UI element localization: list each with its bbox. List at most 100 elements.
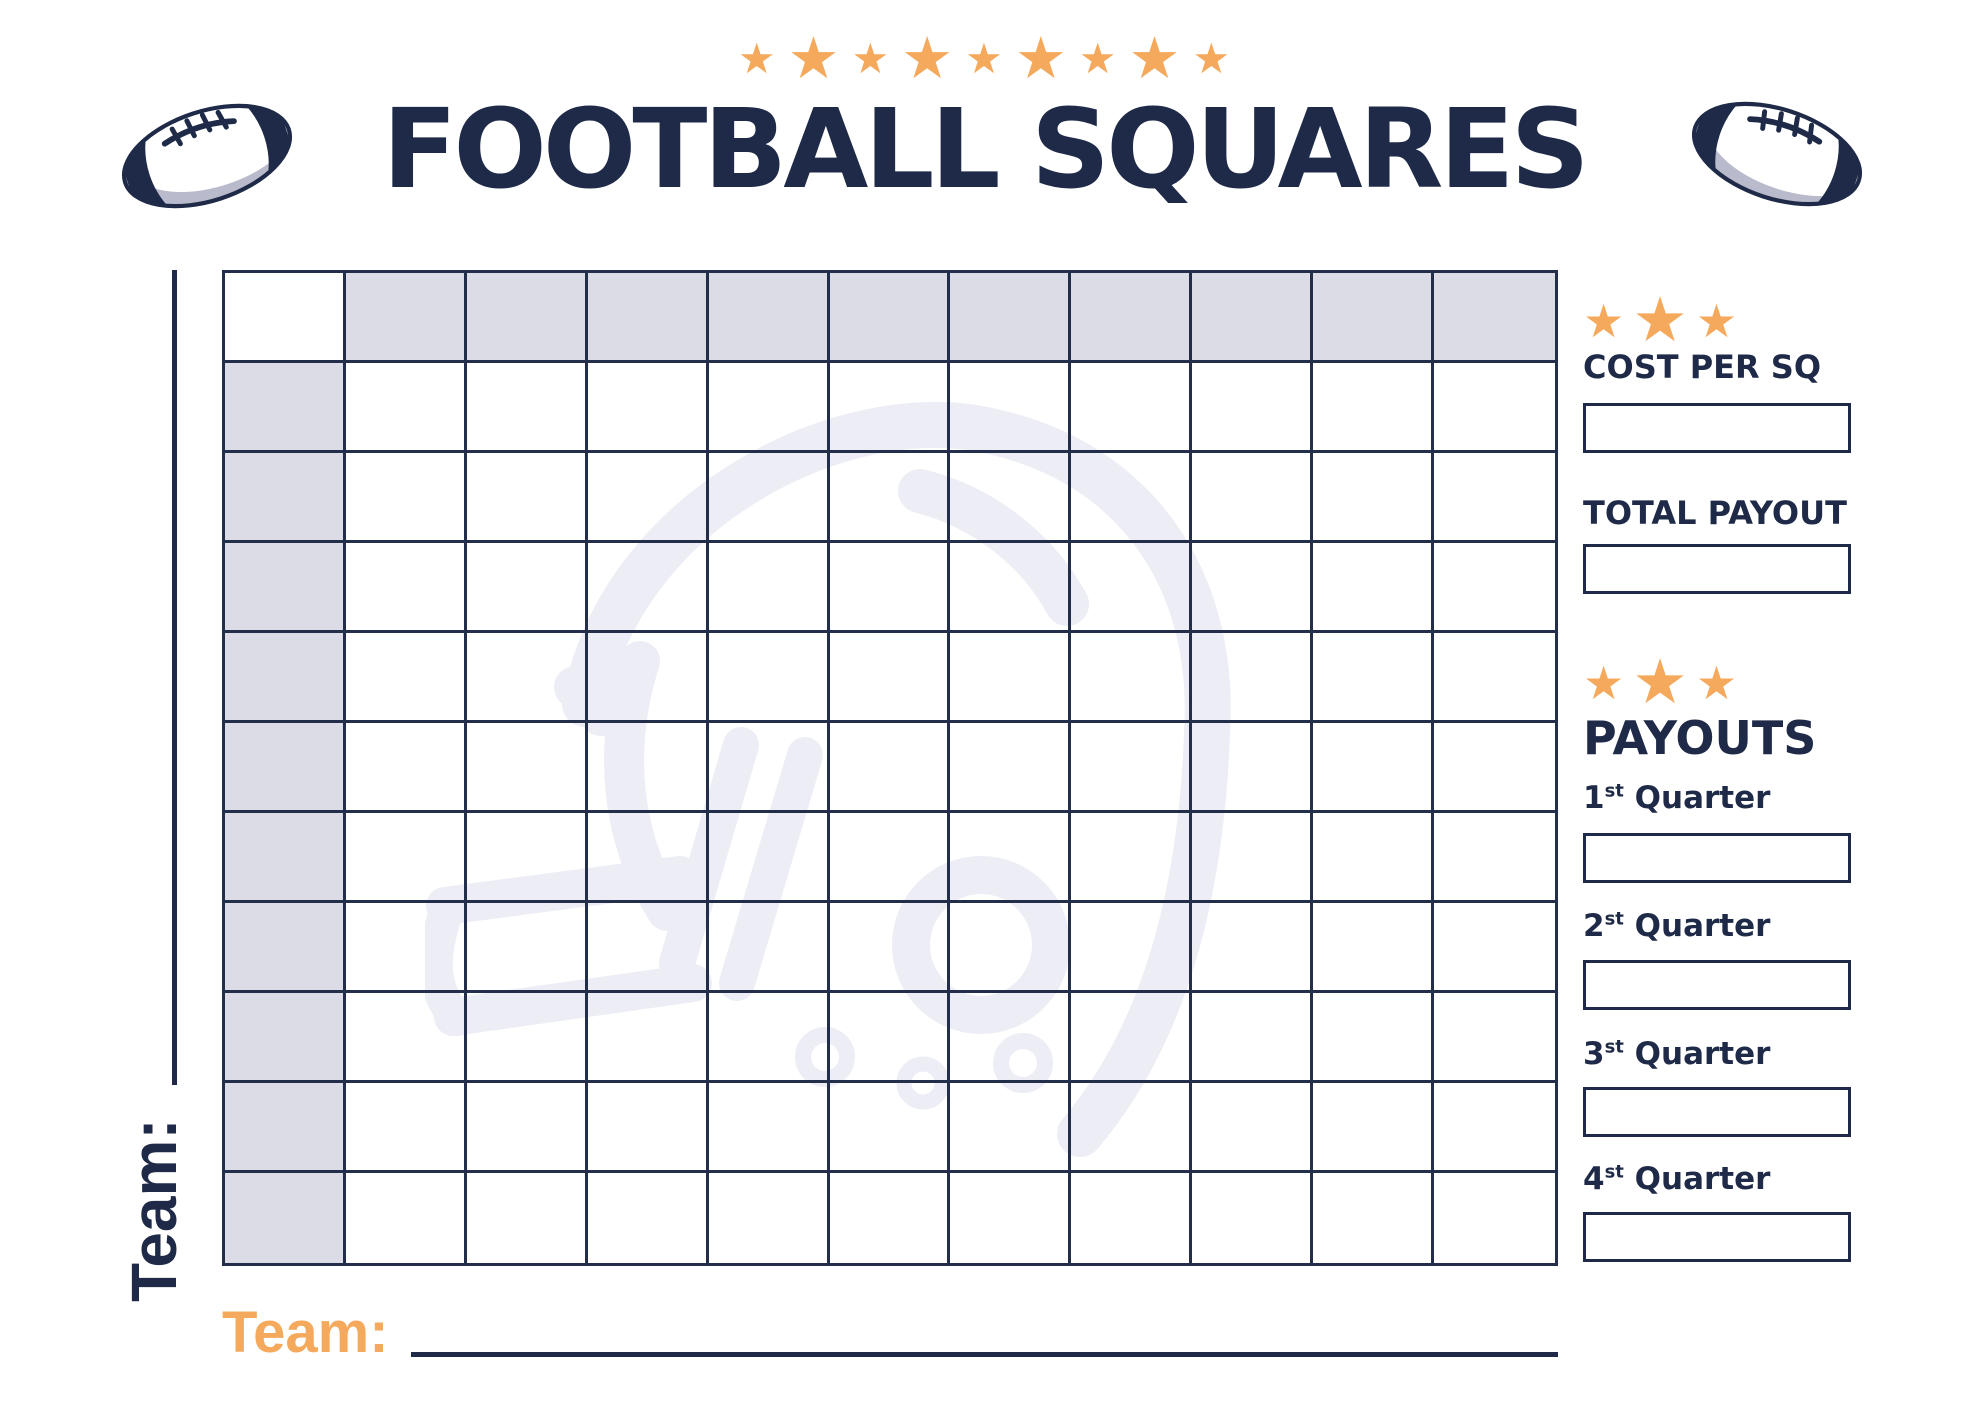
square-cell[interactable] [708, 903, 830, 993]
square-cell[interactable] [950, 453, 1072, 543]
square-cell[interactable] [466, 993, 588, 1083]
score-header-cell-col[interactable] [829, 273, 951, 363]
square-cell[interactable] [1434, 903, 1555, 993]
square-cell[interactable] [345, 1083, 467, 1173]
quarter-2-field[interactable] [1583, 960, 1851, 1010]
square-cell[interactable] [466, 903, 588, 993]
score-header-cell-col[interactable] [466, 273, 588, 363]
square-cell[interactable] [829, 723, 951, 813]
score-header-cell-row[interactable] [225, 633, 346, 723]
square-cell[interactable] [1071, 993, 1193, 1083]
quarter-1-field[interactable] [1583, 833, 1851, 883]
square-cell[interactable] [829, 993, 951, 1083]
square-cell[interactable] [1313, 1173, 1435, 1263]
square-cell[interactable] [950, 813, 1072, 903]
square-cell[interactable] [829, 543, 951, 633]
square-cell[interactable] [1313, 363, 1435, 453]
square-cell[interactable] [950, 543, 1072, 633]
square-cell[interactable] [1434, 453, 1555, 543]
square-cell[interactable] [345, 633, 467, 723]
square-cell[interactable] [1313, 543, 1435, 633]
quarter-4-field[interactable] [1583, 1212, 1851, 1262]
square-cell[interactable] [708, 723, 830, 813]
square-cell[interactable] [345, 543, 467, 633]
square-cell[interactable] [1313, 903, 1435, 993]
score-header-cell-col[interactable] [950, 273, 1072, 363]
score-header-cell-col[interactable] [1313, 273, 1435, 363]
score-header-cell-col[interactable] [1192, 273, 1314, 363]
score-header-cell-col[interactable] [587, 273, 709, 363]
square-cell[interactable] [587, 453, 709, 543]
square-cell[interactable] [950, 363, 1072, 453]
score-header-cell-row[interactable] [225, 1173, 346, 1263]
square-cell[interactable] [829, 453, 951, 543]
square-cell[interactable] [466, 813, 588, 903]
square-cell[interactable] [950, 723, 1072, 813]
square-cell[interactable] [346, 1173, 467, 1263]
score-header-cell-col[interactable] [345, 273, 467, 363]
square-cell[interactable] [587, 1083, 709, 1173]
square-cell[interactable] [1313, 993, 1435, 1083]
square-cell[interactable] [1071, 723, 1193, 813]
square-cell[interactable] [708, 993, 830, 1083]
square-cell[interactable] [587, 813, 709, 903]
square-cell[interactable] [345, 363, 467, 453]
square-cell[interactable] [1313, 633, 1435, 723]
square-cell[interactable] [950, 633, 1072, 723]
score-header-cell-row[interactable] [225, 363, 346, 453]
square-cell[interactable] [950, 993, 1072, 1083]
square-cell[interactable] [709, 1173, 830, 1263]
team-bottom-line[interactable] [411, 1352, 1558, 1357]
square-cell[interactable] [1071, 813, 1193, 903]
square-cell[interactable] [1071, 1083, 1193, 1173]
score-header-cell-row[interactable] [225, 993, 346, 1083]
square-cell[interactable] [345, 723, 467, 813]
square-cell[interactable] [829, 363, 951, 453]
square-cell[interactable] [1192, 723, 1314, 813]
square-cell[interactable] [1434, 363, 1555, 453]
square-cell[interactable] [1434, 813, 1555, 903]
square-cell[interactable] [829, 813, 951, 903]
square-cell[interactable] [950, 1083, 1072, 1173]
score-header-cell-row[interactable] [225, 453, 346, 543]
square-cell[interactable] [708, 453, 830, 543]
score-header-cell-row[interactable] [225, 813, 346, 903]
square-cell[interactable] [466, 453, 588, 543]
square-cell[interactable] [1313, 453, 1435, 543]
square-cell[interactable] [587, 543, 709, 633]
square-cell[interactable] [708, 1083, 830, 1173]
square-cell[interactable] [708, 813, 830, 903]
square-cell[interactable] [587, 723, 709, 813]
square-cell[interactable] [1434, 1173, 1555, 1263]
square-cell[interactable] [829, 903, 951, 993]
square-cell[interactable] [1192, 903, 1314, 993]
cost-per-sq-field[interactable] [1583, 403, 1851, 453]
square-cell[interactable] [950, 903, 1072, 993]
square-cell[interactable] [708, 363, 830, 453]
square-cell[interactable] [708, 633, 830, 723]
square-cell[interactable] [587, 363, 709, 453]
square-cell[interactable] [1192, 993, 1314, 1083]
square-cell[interactable] [1192, 453, 1314, 543]
square-cell[interactable] [1434, 1083, 1555, 1173]
square-cell[interactable] [345, 903, 467, 993]
square-cell[interactable] [345, 813, 467, 903]
square-cell[interactable] [1192, 813, 1314, 903]
square-cell[interactable] [829, 1083, 951, 1173]
square-cell[interactable] [1192, 1083, 1314, 1173]
square-cell[interactable] [1434, 723, 1555, 813]
square-cell[interactable] [1192, 1173, 1314, 1263]
square-cell[interactable] [1071, 903, 1193, 993]
square-cell[interactable] [587, 993, 709, 1083]
square-cell[interactable] [466, 543, 588, 633]
square-cell[interactable] [830, 1173, 951, 1263]
square-cell[interactable] [1071, 453, 1193, 543]
square-cell[interactable] [587, 903, 709, 993]
total-payout-field[interactable] [1583, 544, 1851, 594]
square-cell[interactable] [466, 1083, 588, 1173]
square-cell[interactable] [1192, 363, 1314, 453]
square-cell[interactable] [467, 1173, 588, 1263]
square-cell[interactable] [1192, 543, 1314, 633]
square-cell[interactable] [1313, 1083, 1435, 1173]
square-cell[interactable] [466, 633, 588, 723]
